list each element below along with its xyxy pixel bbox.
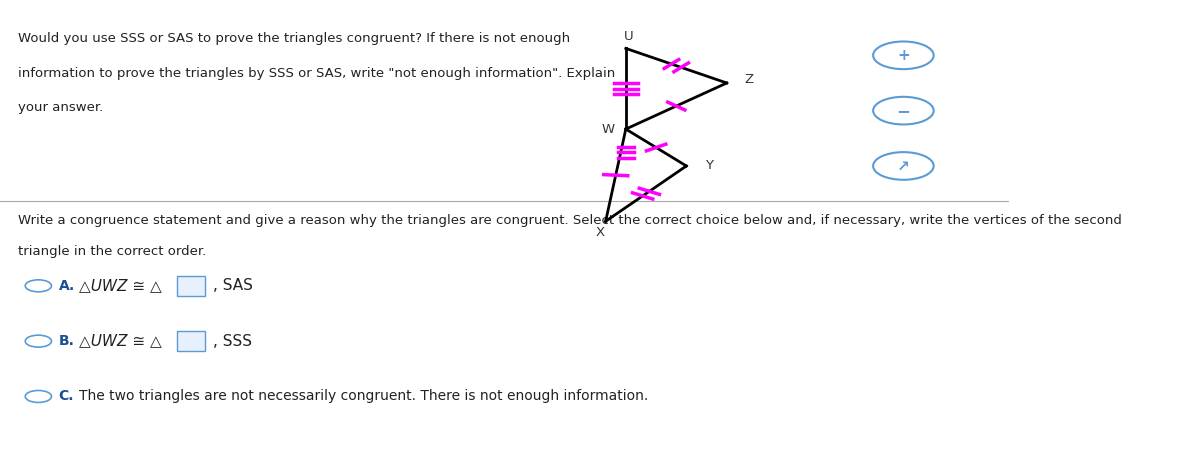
Text: your answer.: your answer. <box>18 101 103 114</box>
Text: The two triangles are not necessarily congruent. There is not enough information: The two triangles are not necessarily co… <box>79 390 648 403</box>
Text: W: W <box>601 123 614 136</box>
Text: −: − <box>896 101 911 120</box>
Text: X: X <box>596 226 605 239</box>
Text: U: U <box>624 30 634 43</box>
Text: , SSS: , SSS <box>212 334 252 349</box>
Text: Y: Y <box>704 160 713 172</box>
Text: △UWZ ≅ △: △UWZ ≅ △ <box>79 334 162 349</box>
Text: ↗: ↗ <box>898 159 910 173</box>
Text: A.: A. <box>59 279 74 293</box>
Text: Z: Z <box>744 73 754 86</box>
FancyBboxPatch shape <box>176 276 205 296</box>
Text: information to prove the triangles by SSS or SAS, write "not enough information": information to prove the triangles by SS… <box>18 67 616 80</box>
Text: B.: B. <box>59 334 74 348</box>
Text: +: + <box>898 48 910 63</box>
Text: triangle in the correct order.: triangle in the correct order. <box>18 245 206 258</box>
Text: Write a congruence statement and give a reason why the triangles are congruent. : Write a congruence statement and give a … <box>18 214 1122 227</box>
Text: Would you use SSS or SAS to prove the triangles congruent? If there is not enoug: Would you use SSS or SAS to prove the tr… <box>18 32 570 45</box>
Text: △UWZ ≅ △: △UWZ ≅ △ <box>79 278 162 293</box>
Text: , SAS: , SAS <box>212 278 253 293</box>
Text: C.: C. <box>59 390 74 403</box>
FancyBboxPatch shape <box>176 331 205 351</box>
